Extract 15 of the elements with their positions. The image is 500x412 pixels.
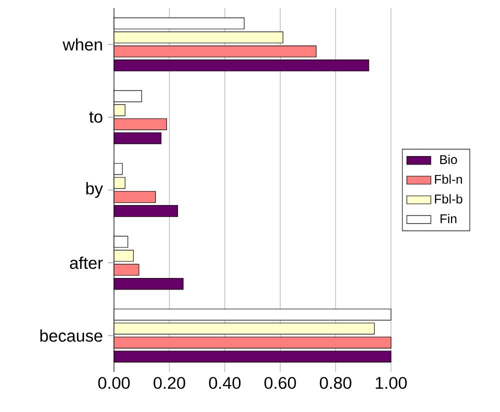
x-tick-label: 0.60 xyxy=(264,376,296,389)
y-tick-label: after xyxy=(70,256,103,269)
x-tick-label: 0.00 xyxy=(98,376,130,389)
x-tick-label: 0.40 xyxy=(209,376,241,389)
x-tick-label: 0.20 xyxy=(154,376,186,389)
legend-label: Fbl-b xyxy=(434,194,462,204)
legend-label: Fin xyxy=(440,214,456,224)
y-tick-label: when xyxy=(62,38,102,51)
legend-label: Fbl-n xyxy=(434,174,462,184)
y-tick-label: because xyxy=(40,329,102,342)
x-tick-label: 1.00 xyxy=(376,376,407,389)
y-tick-label: to xyxy=(89,112,102,123)
x-tick-label: 0.80 xyxy=(320,376,352,389)
y-tick-label: by xyxy=(86,182,103,198)
legend-label: Bio xyxy=(440,154,457,164)
